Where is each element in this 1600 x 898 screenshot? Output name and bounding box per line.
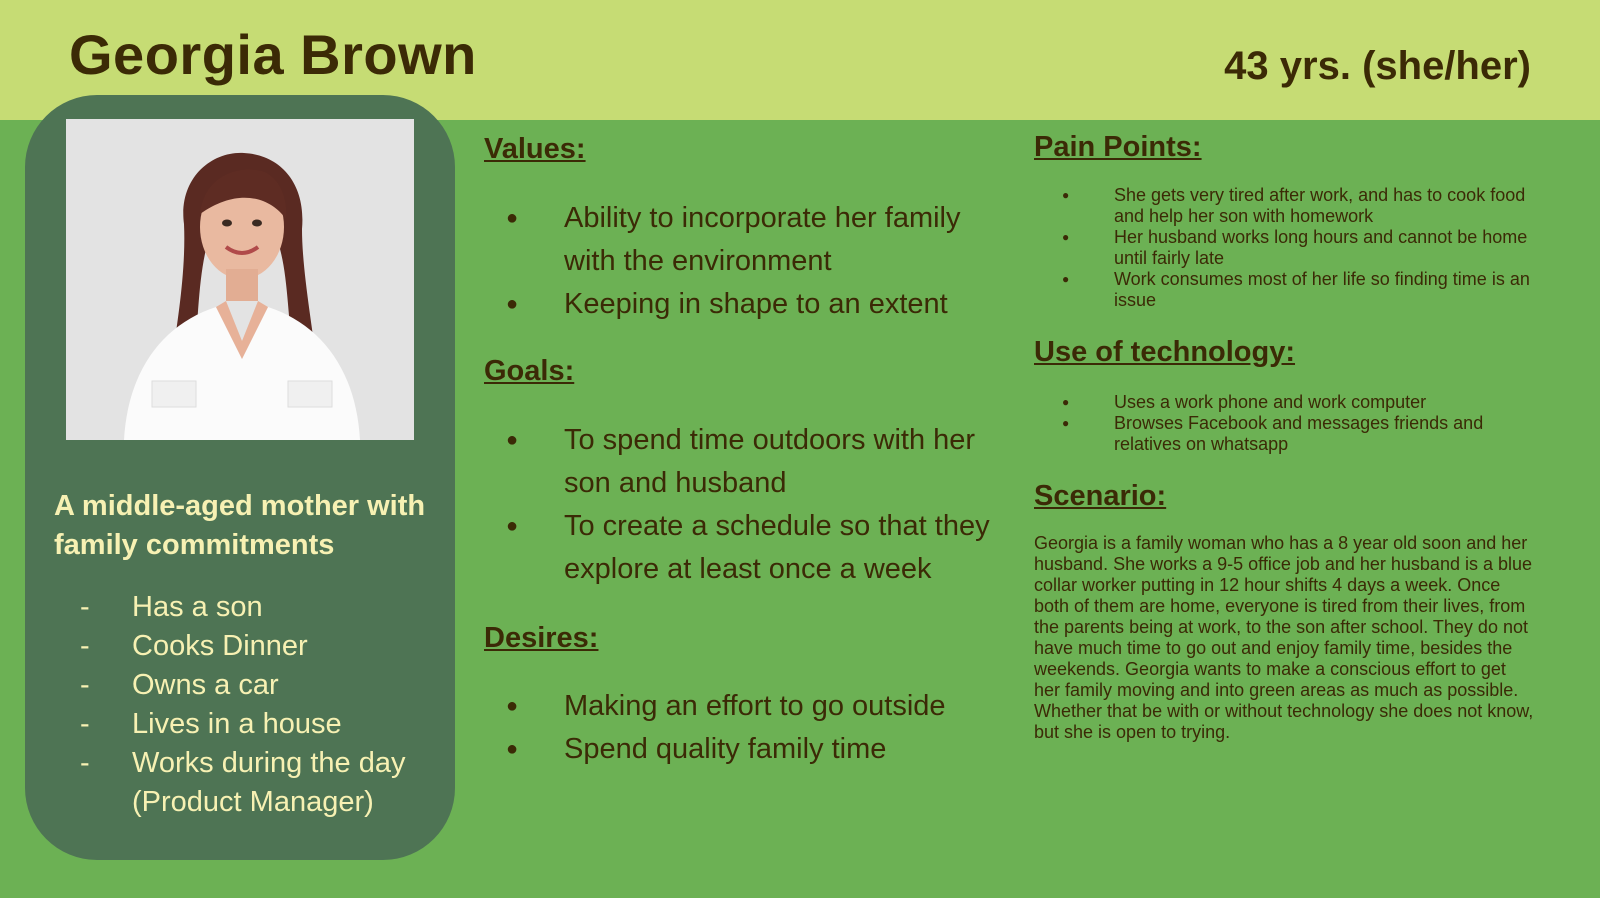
pain-point-text: Work consumes most of her life so findin…: [1114, 268, 1530, 310]
list-item: - Lives in a house: [80, 705, 450, 744]
values-goals-desires-column: Values: ● Ability to incorporate her fami…: [484, 132, 994, 771]
dash-bullet: -: [80, 591, 90, 623]
list-item: ● Work consumes most of her life so findi…: [1034, 269, 1544, 311]
portrait-illustration: [66, 119, 414, 440]
list-item: ● Keeping in shape to an extent: [484, 283, 994, 326]
bullet-icon: ●: [1062, 187, 1070, 202]
bullet-icon: ●: [506, 428, 519, 451]
bullet-icon: ●: [506, 695, 519, 718]
fact-text: Works during the day (Product Manager): [132, 747, 406, 818]
fact-text: Cooks Dinner: [132, 630, 308, 662]
goals-heading: Goals:: [484, 354, 575, 387]
values-list: ● Ability to incorporate her family with …: [484, 197, 994, 326]
bullet-icon: ●: [1062, 229, 1070, 244]
list-item: ● Spend quality family time: [484, 728, 994, 771]
list-item: ● She gets very tired after work, and has…: [1034, 185, 1544, 227]
bullet-icon: ●: [1062, 394, 1070, 409]
dash-bullet: -: [80, 669, 90, 701]
value-text: Ability to incorporate her family with t…: [564, 201, 961, 277]
list-item: - Cooks Dinner: [80, 627, 450, 666]
technology-text: Uses a work phone and work computer: [1114, 391, 1427, 412]
technology-list: ● Uses a work phone and work computer ● Br…: [1034, 392, 1544, 455]
fact-text: Has a son: [132, 591, 263, 623]
dash-bullet: -: [80, 708, 90, 740]
bullet-icon: ●: [506, 738, 519, 761]
bullet-icon: ●: [1062, 271, 1070, 286]
profile-card: A middle-aged mother with family commitm…: [25, 95, 455, 860]
desire-text: Spend quality family time: [564, 733, 887, 766]
value-text: Keeping in shape to an extent: [564, 287, 948, 320]
bullet-icon: ●: [506, 206, 519, 229]
pain-points-list: ● She gets very tired after work, and has…: [1034, 185, 1544, 311]
goal-text: To create a schedule so that they explor…: [564, 509, 990, 585]
desires-list: ● Making an effort to go outside ● Spend q…: [484, 685, 994, 771]
goal-text: To spend time outdoors with her son and …: [564, 423, 976, 499]
list-item: ● Browses Facebook and messages friends a…: [1034, 413, 1544, 455]
list-item: ● Her husband works long hours and cannot…: [1034, 227, 1544, 269]
list-item: ● To create a schedule so that they explo…: [484, 505, 994, 591]
fact-text: Lives in a house: [132, 708, 342, 740]
persona-age: 43 yrs. (she/her): [1224, 44, 1531, 88]
list-item: - Owns a car: [80, 666, 450, 705]
pain-tech-scenario-column: Pain Points: ● She gets very tired after …: [1034, 130, 1544, 743]
pain-points-heading: Pain Points:: [1034, 131, 1202, 163]
pain-point-text: Her husband works long hours and cannot …: [1114, 226, 1528, 268]
goals-list: ● To spend time outdoors with her son and…: [484, 419, 994, 591]
desires-heading: Desires:: [484, 621, 599, 654]
facts-list: - Has a son - Cooks Dinner - Owns a car - Li…: [80, 588, 450, 822]
desire-text: Making an effort to go outside: [564, 690, 946, 723]
persona-name: Georgia Brown: [69, 23, 477, 86]
fact-text: Owns a car: [132, 669, 279, 701]
list-item: ● Uses a work phone and work computer: [1034, 392, 1544, 413]
list-item: - Has a son: [80, 588, 450, 627]
pain-point-text: She gets very tired after work, and has …: [1114, 184, 1526, 226]
technology-heading: Use of technology:: [1034, 335, 1296, 368]
bullet-icon: ●: [1062, 415, 1070, 430]
bullet-icon: ●: [506, 514, 519, 537]
technology-text: Browses Facebook and messages friends an…: [1114, 412, 1484, 454]
list-item: ● Making an effort to go outside: [484, 685, 994, 728]
scenario-heading: Scenario:: [1034, 479, 1167, 512]
list-item: ● Ability to incorporate her family with …: [484, 197, 994, 283]
persona-tagline: A middle-aged mother with family commitm…: [54, 490, 426, 562]
values-heading: Values:: [484, 133, 586, 165]
list-item: ● To spend time outdoors with her son and…: [484, 419, 994, 505]
dash-bullet: -: [80, 630, 90, 662]
scenario-text: Georgia is a family woman who has a 8 ye…: [1034, 533, 1534, 743]
persona-photo: [66, 119, 414, 440]
list-item: - Works during the day (Product Manager): [80, 744, 450, 822]
bullet-icon: ●: [506, 292, 519, 315]
dash-bullet: -: [80, 747, 90, 779]
